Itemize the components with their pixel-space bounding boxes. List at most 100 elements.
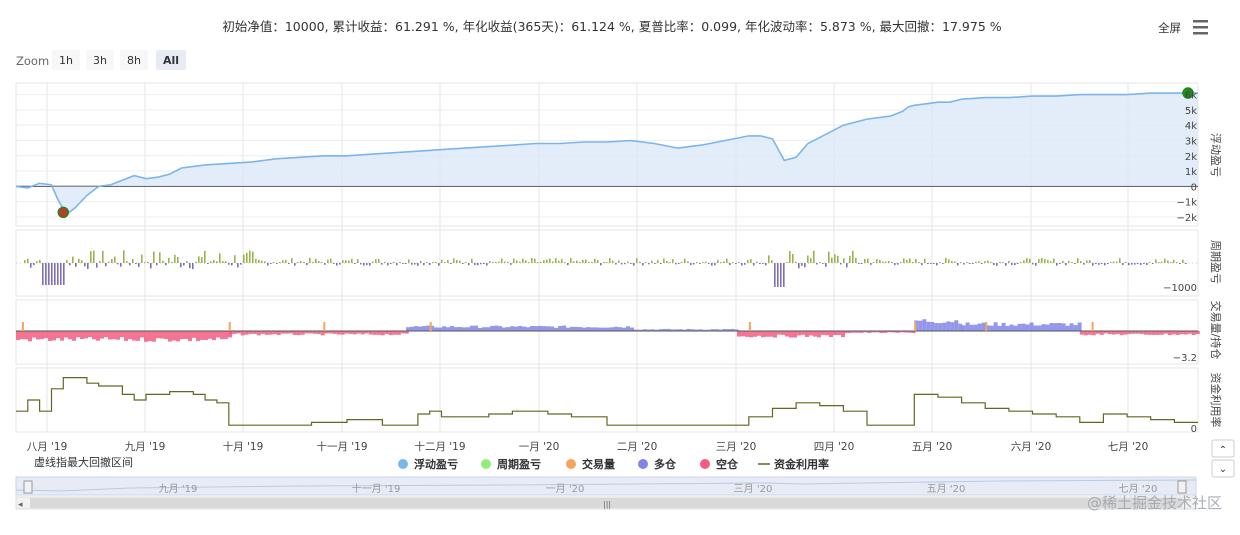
short-position-bar: [160, 331, 164, 339]
scroll-down-button[interactable]: [1211, 459, 1235, 478]
period-bar: [750, 258, 752, 263]
period-bar: [270, 263, 272, 264]
long-position-bar: [706, 329, 711, 331]
short-position-bar: [52, 331, 56, 341]
scroll-left-icon[interactable]: ◂: [18, 500, 23, 510]
short-position-bar: [392, 331, 397, 335]
zoom-button-All[interactable]: [156, 50, 186, 70]
period-bar: [123, 250, 125, 263]
long-position-bar: [482, 327, 487, 331]
long-position-bar: [954, 320, 959, 331]
y-tick-label: 1k: [1185, 167, 1197, 178]
period-bar: [312, 262, 314, 263]
legend-item[interactable]: 资金利用率: [774, 457, 829, 471]
short-position-bar: [180, 331, 184, 340]
navigator[interactable]: [15, 476, 1197, 496]
period-bar: [465, 262, 467, 263]
fullscreen-button[interactable]: 全屏: [1158, 21, 1181, 35]
short-position-bar: [148, 331, 152, 341]
navigator-handle-right[interactable]: [1177, 480, 1187, 494]
x-tick-label: 七月 '20: [1108, 441, 1149, 453]
period-bar: [1053, 258, 1055, 263]
legend-item[interactable]: 交易量: [582, 457, 615, 471]
short-position-bar: [332, 331, 337, 334]
zoom-button-8h[interactable]: [120, 50, 148, 70]
period-bar: [756, 261, 758, 263]
period-bar: [774, 263, 776, 287]
period-bar: [1008, 260, 1010, 263]
legend-item[interactable]: 周期盈亏: [497, 457, 541, 471]
period-bar: [114, 256, 116, 263]
period-bar: [1170, 262, 1172, 263]
long-position-bar: [594, 327, 599, 331]
period-bar: [951, 260, 953, 263]
legend-item[interactable]: 多仓: [654, 457, 677, 471]
period-bar: [690, 263, 692, 266]
long-position-bar: [406, 327, 411, 331]
legend-item[interactable]: 空仓: [716, 457, 739, 471]
long-position-bar: [1001, 322, 1006, 331]
long-position-bar: [686, 328, 691, 331]
panel-label-period: 周期盈亏: [1209, 240, 1222, 284]
period-bar: [1113, 261, 1115, 263]
scrollbar-thumb[interactable]: [30, 498, 1182, 508]
short-position-bar: [859, 331, 864, 333]
period-bar: [1140, 263, 1142, 265]
panel-frame-4: [15, 367, 1199, 433]
short-position-bar: [801, 331, 806, 335]
period-bar: [591, 262, 593, 263]
short-position-bar: [308, 331, 313, 334]
menu-icon[interactable]: [1193, 20, 1208, 35]
short-position-bar: [352, 331, 357, 335]
legend-dot-icon[interactable]: [700, 459, 710, 469]
navigator-handle-left[interactable]: [23, 480, 33, 494]
period-bar: [1032, 263, 1034, 265]
short-position-bar: [1091, 331, 1096, 336]
period-bar: [933, 263, 935, 264]
period-bar: [993, 263, 995, 266]
period-bar: [402, 263, 404, 264]
period-bar: [492, 262, 494, 263]
legend-dot-icon[interactable]: [638, 459, 648, 469]
short-position-bar: [899, 331, 904, 333]
period-bar: [372, 261, 374, 263]
period-bar: [660, 263, 662, 264]
legend-dot-icon[interactable]: [481, 459, 491, 469]
legend-dot-icon[interactable]: [398, 459, 408, 469]
zoom-button-label: 1h: [59, 54, 73, 67]
long-position-bar: [570, 326, 575, 331]
period-bar: [408, 259, 410, 263]
period-bar: [792, 253, 794, 263]
period-bar: [255, 258, 257, 263]
short-position-bar: [875, 331, 880, 333]
legend-item[interactable]: 浮动盈亏: [414, 457, 458, 471]
period-bar: [282, 260, 284, 263]
short-position-bar: [1175, 331, 1180, 335]
period-bar: [1137, 263, 1139, 264]
short-position-bar: [1187, 331, 1192, 334]
x-tick-label: 十二月 '19: [414, 440, 465, 453]
short-position-bar: [903, 331, 908, 333]
short-position-bar: [244, 331, 249, 335]
short-position-bar: [360, 331, 365, 335]
period-bar: [90, 251, 92, 263]
zoom-button-3h[interactable]: [86, 50, 114, 70]
long-position-bar: [1005, 325, 1010, 331]
period-bar: [267, 263, 269, 266]
scroll-up-button[interactable]: [1211, 439, 1235, 458]
period-bar: [924, 258, 926, 263]
period-bar: [315, 258, 317, 263]
period-bar: [822, 263, 824, 264]
short-position-bar: [92, 331, 96, 340]
period-bar: [1056, 263, 1058, 266]
long-position-bar: [1045, 324, 1050, 331]
period-bar: [861, 263, 863, 264]
period-bar: [159, 252, 161, 263]
chevron-up-icon: ⌃: [1219, 445, 1227, 456]
period-bar: [888, 260, 890, 263]
period-bar: [99, 261, 101, 263]
period-bar: [219, 253, 221, 263]
zoom-button-1h[interactable]: [52, 50, 80, 70]
period-bar: [168, 257, 170, 263]
legend-dot-icon[interactable]: [566, 459, 576, 469]
